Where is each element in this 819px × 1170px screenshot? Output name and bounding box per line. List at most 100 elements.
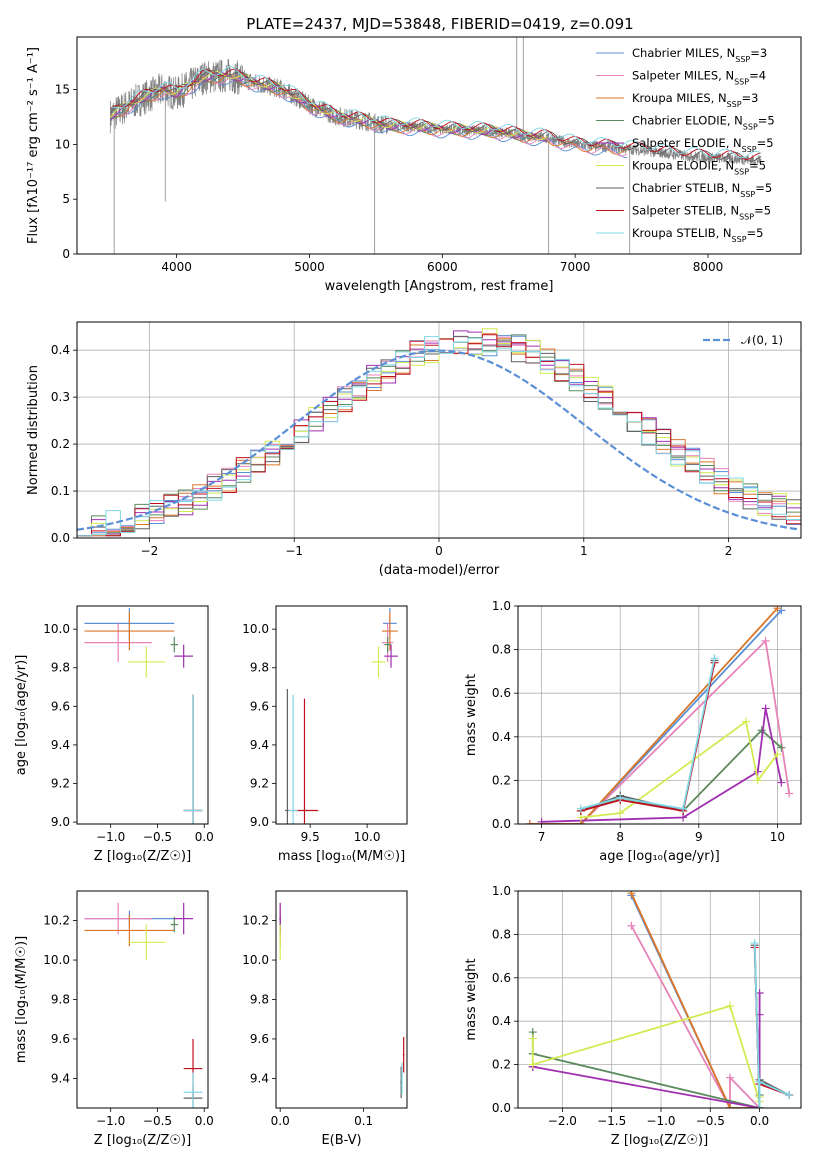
weight-marker: [726, 1002, 735, 1011]
legend-label: Chabrier MILES, N: [632, 46, 735, 60]
y-axis-label: mass [log₁₀(M/M☉)]: [14, 936, 29, 1063]
legend-suffix: =3: [742, 91, 759, 105]
weight-vs-age-panel: 7 8 9 10 0.0 0.2 0.4 0.6 0.8 1.0 age [log₁₀(age/yr…: [464, 599, 802, 864]
y-tick-label: 0.6: [492, 686, 511, 700]
y-tick-label: 0.2: [51, 437, 70, 451]
y-tick-label: 0.2: [492, 1058, 511, 1072]
data-layer: [528, 891, 794, 1108]
legend-label: Kroupa MILES, N: [632, 91, 727, 105]
y-tick-label: 10.0: [242, 622, 269, 636]
weight-marker: [773, 750, 782, 759]
legend-entry: Kroupa STELIB, NSSP=5: [632, 226, 763, 244]
x-tick-label: 7: [538, 830, 546, 844]
data-layer: [279, 902, 405, 1099]
weight-marker: [710, 654, 719, 663]
y-tick-label: 0.0: [492, 1101, 511, 1115]
legend-subscript: SSP: [734, 77, 749, 86]
x-tick-label: 1: [580, 544, 588, 558]
y-tick-label: 1.0: [492, 599, 511, 613]
x-tick-label: −2: [141, 544, 159, 558]
x-axis-label: Z [log₁₀(Z/Z☉)]: [94, 1133, 191, 1148]
y-tick-label: 9.8: [250, 993, 269, 1007]
legend-label: Chabrier STELIB, N: [632, 181, 740, 195]
x-tick-label: 0.0: [271, 1114, 290, 1128]
weight-marker: [773, 606, 782, 613]
weight-vs-metallicity-panel: −2.0 −1.5 −1.0 −0.5 0.0 0.0 0.2 0.4 0.6 0.8 1.0 Z […: [464, 884, 802, 1148]
legend-subscript: SSP: [739, 212, 754, 221]
weight-marker: [679, 804, 688, 813]
y-tick-label: 0.4: [492, 1014, 511, 1028]
x-tick-label: 6000: [427, 260, 458, 274]
weight-marker: [537, 817, 546, 824]
y-tick-label: 9.2: [250, 776, 269, 790]
x-tick-label: 2: [725, 544, 733, 558]
legend-label: Chabrier ELODIE, N: [632, 114, 743, 128]
x-tick-label: −0.5: [143, 830, 172, 844]
legend-label: Kroupa STELIB, N: [632, 226, 732, 240]
y-axis-label: Flux [fλ10⁻¹⁷ erg cm⁻² s⁻¹ A⁻¹]: [26, 47, 41, 244]
data-layer: [525, 606, 794, 824]
axes-frame: [76, 605, 209, 825]
y-tick-label: 10.0: [43, 622, 70, 636]
weight-marker: [777, 778, 786, 787]
y-tick-label: 9.6: [51, 699, 70, 713]
weight-marker: [761, 704, 770, 713]
y-tick-label: 9.4: [51, 1071, 70, 1085]
figure-title: PLATE=2437, MJD=53848, FIBERID=0419, z=0…: [246, 15, 633, 33]
x-tick-label: 8000: [693, 260, 724, 274]
y-tick-label: 10.0: [43, 953, 70, 967]
legend-label: Salpeter STELIB, N: [632, 204, 739, 218]
age-vs-metallicity-panel: −1.0 −0.5 0.0 9.0 9.2 9.4 9.6 9.8 10.0 Z [log₁₀(Z…: [14, 605, 214, 864]
y-tick-label: 9.8: [51, 661, 70, 675]
weight-marker: [750, 939, 759, 948]
weight-marker: [627, 891, 636, 898]
x-tick-label: −1.0: [646, 1114, 675, 1128]
legend-label: Salpeter MILES, N: [632, 69, 734, 83]
x-tick-label: −2.0: [548, 1114, 577, 1128]
x-tick-label: 5000: [294, 260, 325, 274]
x-tick-label: 4000: [161, 260, 192, 274]
weight-line: [630, 894, 760, 1108]
weight-marker: [576, 804, 585, 813]
legend-entry: Salpeter ELODIE, NSSP=5: [632, 136, 774, 154]
legend-suffix: =5: [754, 204, 771, 218]
y-tick-label: 10: [55, 137, 70, 151]
y-tick-label: 10.2: [242, 914, 269, 928]
mass-vs-metallicity-panel: −1.0 −0.5 0.0 9.4 9.6 9.8 10.0 10.2 Z [log₁₀(Z/Z…: [14, 890, 214, 1148]
axes-frame: [517, 890, 802, 1109]
x-tick-label: 10: [770, 830, 785, 844]
plot-area: [518, 605, 801, 825]
weight-marker: [777, 743, 786, 752]
x-tick-label: 0.0: [750, 1114, 769, 1128]
legend-suffix: =5: [749, 159, 766, 173]
legend-suffix: =5: [757, 136, 774, 150]
weight-line: [580, 660, 716, 812]
y-tick-label: 9.2: [51, 776, 70, 790]
weight-marker: [726, 1104, 735, 1108]
legend-subscript: SSP: [727, 100, 742, 109]
y-tick-label: 15: [55, 83, 70, 97]
y-tick-label: 0.6: [492, 971, 511, 985]
legend-subscript: SSP: [732, 235, 747, 244]
x-axis-label: E(B-V): [321, 1133, 361, 1148]
x-tick-label: 9.5: [301, 830, 320, 844]
legend-subscript: SSP: [743, 122, 758, 131]
y-tick-label: 0.8: [492, 927, 511, 941]
x-tick-label: 10.0: [354, 830, 381, 844]
axes-frame: [517, 605, 802, 825]
weight-marker: [528, 1060, 537, 1069]
x-axis-label: Z [log₁₀(Z/Z☉)]: [94, 849, 191, 864]
residual-histogram: [77, 336, 801, 537]
y-tick-label: 9.0: [51, 815, 70, 829]
x-axis-label: Z [log₁₀(Z/Z☉)]: [611, 1133, 708, 1148]
axes-frame: [76, 321, 802, 539]
weight-line: [580, 658, 716, 810]
y-axis-label: mass weight: [464, 674, 479, 756]
x-tick-label: 9: [695, 830, 703, 844]
x-tick-label: −1.0: [96, 830, 125, 844]
data-layer: [285, 607, 398, 824]
y-tick-label: 9.8: [51, 993, 70, 1007]
legend-entry: Chabrier STELIB, NSSP=5: [632, 181, 772, 199]
y-tick-label: 1.0: [492, 884, 511, 898]
